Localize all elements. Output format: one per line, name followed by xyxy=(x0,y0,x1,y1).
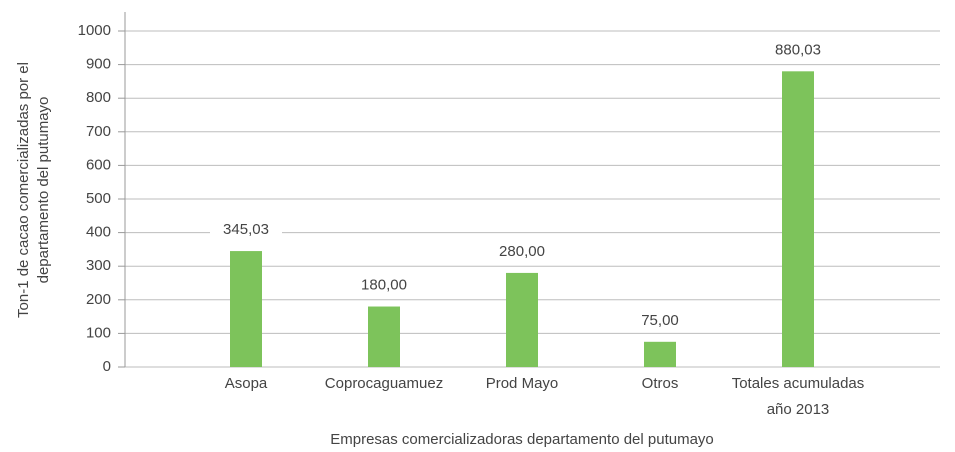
y-tick-label: 300 xyxy=(86,257,111,274)
y-tick-label: 0 xyxy=(103,358,111,375)
bar xyxy=(644,341,676,367)
x-axis-title: Empresas comercializadoras departamento … xyxy=(330,431,714,448)
y-tick-label: 900 xyxy=(86,56,111,73)
x-tick-label: Prod Mayo xyxy=(486,375,559,392)
y-tick-label: 700 xyxy=(86,123,111,140)
value-label: 75,00 xyxy=(641,312,679,329)
y-axis-title: Ton-1 de cacao comercializadas por el dep… xyxy=(15,62,52,318)
value-label-bg xyxy=(624,308,696,331)
bar xyxy=(230,251,262,367)
y-tick-label: 200 xyxy=(86,291,111,308)
x-tick-label: Totales acumuladas año 2013 xyxy=(732,375,865,418)
y-tick-label: 400 xyxy=(86,224,111,241)
value-label-bg xyxy=(348,273,420,296)
x-tick-label: Coprocaguamuez xyxy=(325,375,443,392)
bar xyxy=(782,71,814,367)
y-tick-label: 100 xyxy=(86,324,111,341)
value-label: 345,03 xyxy=(223,221,269,238)
value-label-bg xyxy=(210,218,282,241)
value-label: 280,00 xyxy=(499,243,545,260)
y-tick-label: 600 xyxy=(86,156,111,173)
y-tick-label: 800 xyxy=(86,89,111,106)
x-tick-label: Asopa xyxy=(225,375,268,392)
x-tick-label: Otros xyxy=(642,375,679,392)
y-tick-label: 500 xyxy=(86,190,111,207)
bar xyxy=(368,306,400,367)
value-label-bg xyxy=(762,38,834,61)
value-label: 880,03 xyxy=(775,41,821,58)
bar xyxy=(506,272,538,367)
value-label: 180,00 xyxy=(361,276,407,293)
value-label-bg xyxy=(486,239,558,262)
y-tick-label: 1000 xyxy=(78,22,111,39)
